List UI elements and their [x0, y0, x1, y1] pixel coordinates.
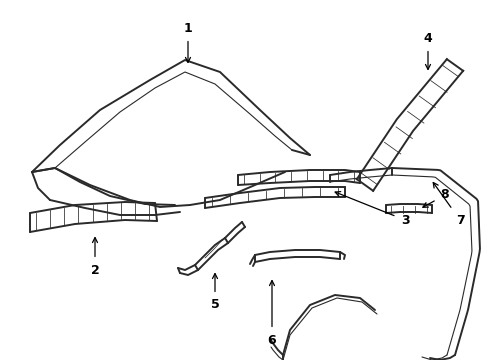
Text: 2: 2 [91, 238, 99, 276]
Text: 7: 7 [433, 183, 465, 226]
Text: 4: 4 [424, 31, 432, 69]
Text: 1: 1 [184, 22, 193, 62]
Text: 5: 5 [211, 274, 220, 311]
Text: 8: 8 [423, 189, 449, 207]
Text: 6: 6 [268, 280, 276, 346]
Text: 3: 3 [335, 192, 409, 226]
